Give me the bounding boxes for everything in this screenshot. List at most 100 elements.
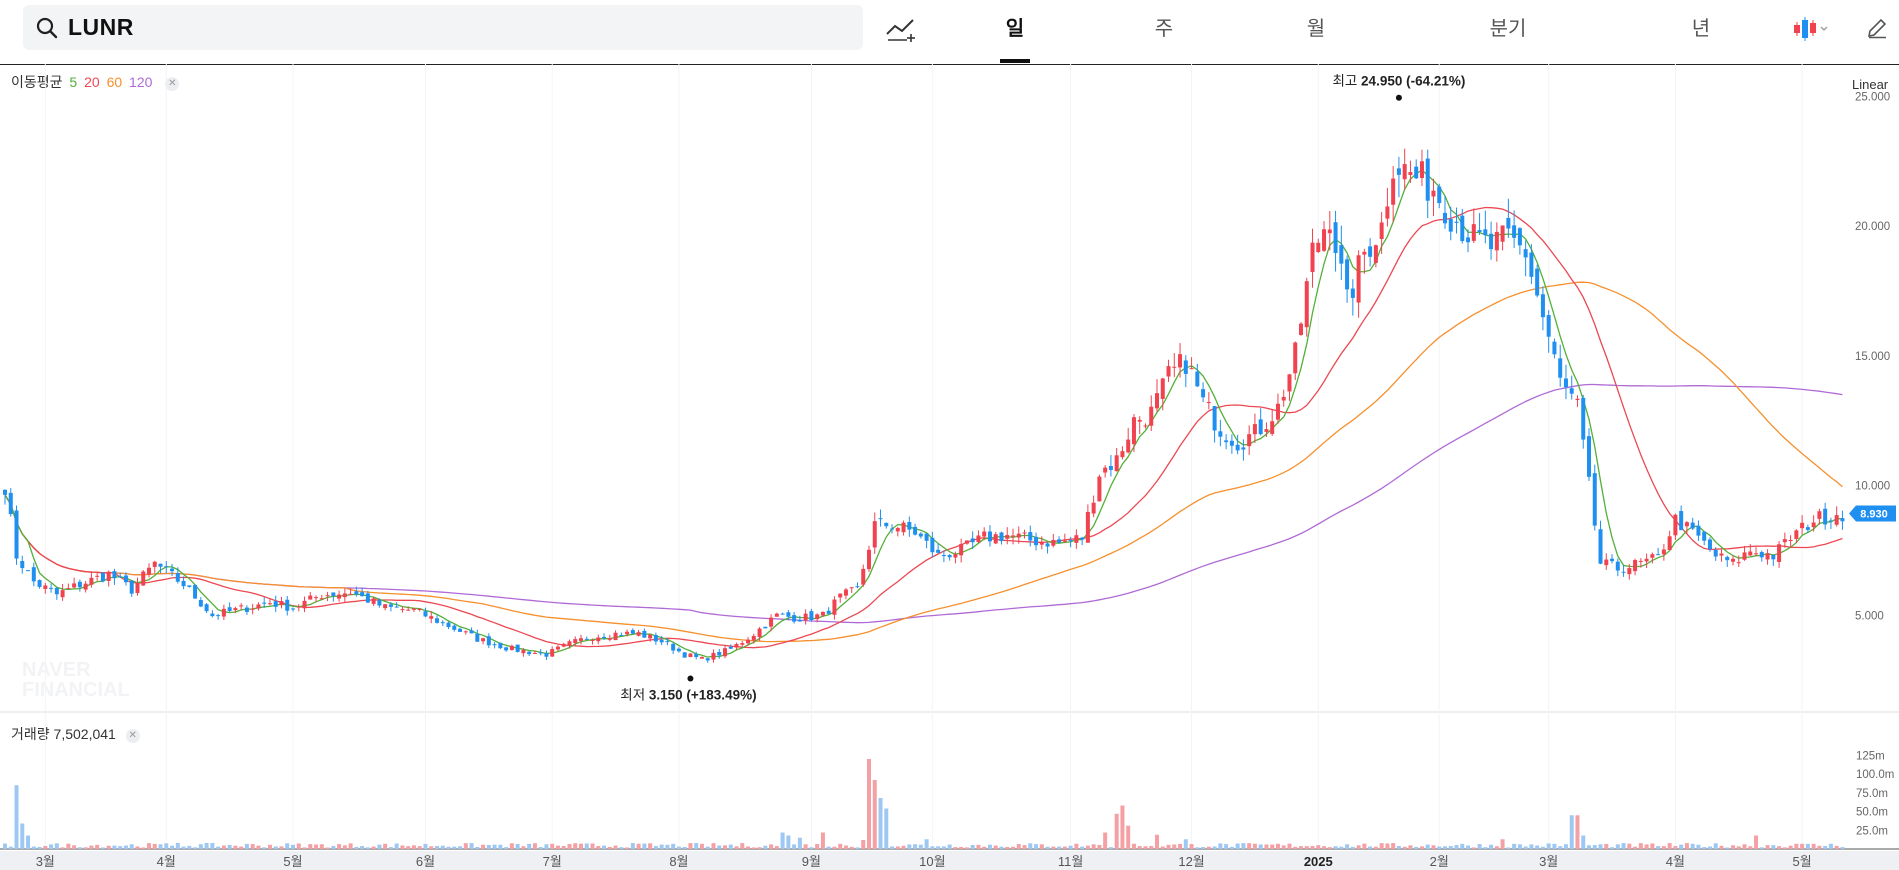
candle-body <box>970 538 975 543</box>
candle <box>95 572 100 581</box>
candle-body <box>763 626 768 629</box>
candle-body <box>1552 341 1557 355</box>
compare-line-icon[interactable] <box>885 14 919 44</box>
candle <box>855 582 860 589</box>
candle-body <box>671 643 676 651</box>
volume-bar <box>1742 844 1747 849</box>
candle-body <box>1777 544 1782 563</box>
volume-bar <box>964 847 969 849</box>
volume-bar <box>659 844 664 849</box>
candle <box>1777 541 1782 568</box>
ma60-label: 60 <box>106 74 123 90</box>
candle <box>1368 238 1373 267</box>
candle-body <box>77 581 82 588</box>
candle <box>1281 389 1286 407</box>
candle <box>1569 375 1574 400</box>
volume-bar <box>521 846 526 849</box>
volume-bar <box>100 847 105 849</box>
candle <box>49 583 54 593</box>
candle <box>296 604 301 612</box>
candle <box>1638 558 1643 568</box>
candle <box>371 596 376 606</box>
candle-body <box>1546 315 1551 337</box>
candle-body <box>1016 533 1021 538</box>
candle-body <box>1108 466 1113 470</box>
volume-bar <box>1569 815 1574 849</box>
candle-body <box>780 613 785 615</box>
candle-body <box>1068 540 1073 542</box>
volume-bar <box>423 843 428 849</box>
candle <box>1264 422 1269 437</box>
candle-body <box>1396 168 1401 175</box>
volume-bar <box>1650 843 1655 849</box>
candle-body <box>688 653 693 658</box>
price-chart[interactable]: 3월 4월 5월 6월 7월 8월 9월 10월 11월 12월 2025 2월 3월 4월 5월 25.00… <box>0 64 1899 870</box>
candle <box>1402 148 1407 190</box>
tab-yearly[interactable]: 년 <box>1691 18 1711 40</box>
candle-body <box>1713 549 1718 557</box>
search-bar[interactable]: LUNR <box>23 5 863 50</box>
candle <box>584 636 589 640</box>
candle <box>1178 343 1183 378</box>
candle-body <box>95 575 100 577</box>
volume-bar <box>607 846 612 849</box>
close-volume-icon[interactable]: ✕ <box>125 729 140 743</box>
volume-bar <box>1385 843 1390 849</box>
volume-bar <box>1408 845 1413 849</box>
candle <box>198 597 203 608</box>
candle <box>964 540 969 545</box>
tab-quarterly[interactable]: 분기 <box>1489 18 1527 40</box>
candle <box>878 509 883 527</box>
candle-body <box>792 615 797 622</box>
candle-body <box>1310 242 1315 272</box>
candle-body <box>1241 447 1246 450</box>
volume-bar <box>1725 847 1730 849</box>
candlestick-icon[interactable] <box>1792 14 1828 44</box>
candle <box>907 516 912 537</box>
candle-body <box>878 518 883 520</box>
candle <box>826 607 831 615</box>
candle <box>1327 211 1332 251</box>
candle-body <box>1172 366 1177 368</box>
close-ma-icon[interactable]: ✕ <box>165 77 180 91</box>
volume-bar <box>901 845 906 849</box>
candle-body <box>371 598 376 604</box>
volume-bar <box>1275 843 1280 849</box>
volume-bar <box>1350 846 1355 849</box>
tab-monthly[interactable]: 월 <box>1306 18 1326 40</box>
volume-bar <box>1206 846 1211 849</box>
candle-body <box>734 644 739 648</box>
volume-bar <box>504 847 509 849</box>
candle-body <box>1039 542 1044 545</box>
volume-bar <box>734 846 739 849</box>
tab-weekly[interactable]: 주 <box>1154 18 1174 40</box>
candle <box>1673 513 1678 540</box>
candle-body <box>411 608 416 610</box>
volume-bar <box>809 847 814 849</box>
pencil-icon[interactable] <box>1866 17 1888 39</box>
volume-bar <box>1644 844 1649 849</box>
candle <box>1540 286 1545 331</box>
scale-mode-label[interactable]: Linear <box>1852 77 1889 92</box>
volume-bar <box>832 846 837 849</box>
candle-body <box>936 549 941 553</box>
candle <box>60 583 65 601</box>
volume-bar <box>1638 843 1643 849</box>
volume-bar <box>1327 847 1332 849</box>
volume-bar <box>239 846 244 849</box>
price-tick-label: 15.000 <box>1855 351 1890 363</box>
volume-bar <box>1529 844 1534 849</box>
candle-body <box>757 628 762 637</box>
volume-bar <box>1782 847 1787 849</box>
tab-daily[interactable]: 일 <box>1005 18 1025 40</box>
volume-bar <box>1794 843 1799 849</box>
candle-body <box>1316 242 1321 252</box>
volume-bar <box>256 845 261 849</box>
candle <box>676 647 681 653</box>
candle <box>135 577 140 596</box>
watermark-line-2: FINANCIAL <box>22 679 130 701</box>
volume-bar <box>1679 844 1684 849</box>
ma20-line <box>4 206 1843 649</box>
candle-body <box>118 576 123 578</box>
volume-bar <box>1633 846 1638 849</box>
